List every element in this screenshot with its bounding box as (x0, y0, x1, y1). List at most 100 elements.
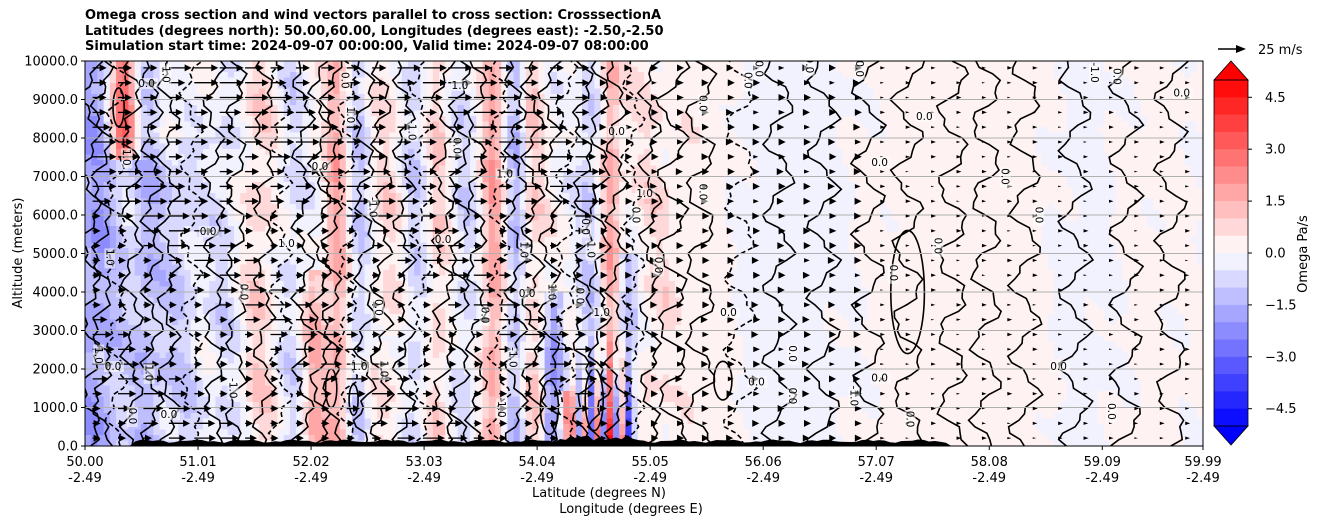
omega-cell (97, 209, 105, 216)
omega-cell (395, 99, 403, 106)
omega-cell (395, 154, 403, 161)
omega-cell (482, 374, 490, 381)
omega-cell (383, 292, 390, 299)
omega-cell (258, 154, 266, 161)
omega-cell (122, 264, 130, 271)
omega-cell (420, 248, 428, 255)
omega-cell (488, 281, 496, 288)
omega-cell (308, 121, 316, 128)
omega-cell (376, 413, 384, 420)
omega-cell (370, 154, 378, 161)
omega-cell (215, 429, 223, 436)
omega-cell (209, 88, 217, 95)
omega-cell (140, 121, 148, 128)
omega-cell (345, 154, 353, 161)
omega-cell (196, 105, 204, 112)
omega-cell (190, 413, 198, 420)
omega-cell (395, 297, 403, 304)
omega-cell (140, 61, 148, 68)
omega-cell (345, 193, 353, 200)
omega-cell (252, 215, 260, 222)
omega-cell (147, 220, 154, 227)
omega-cell (283, 149, 291, 156)
omega-cell (519, 165, 527, 172)
omega-cell (227, 297, 235, 304)
omega-cell (426, 160, 434, 167)
omega-cell (265, 314, 272, 321)
omega-cell (283, 413, 291, 420)
omega-cell (128, 121, 136, 128)
omega-cell (519, 83, 527, 90)
omega-cell (302, 314, 310, 321)
omega-cell (128, 237, 136, 244)
omega-cell (289, 127, 297, 134)
omega-cell (246, 143, 254, 150)
omega-cell (302, 110, 310, 117)
omega-cell (339, 281, 347, 288)
omega-cell (140, 226, 148, 233)
omega-cell (482, 336, 490, 343)
omega-cell (519, 143, 527, 150)
omega-cell (140, 297, 148, 304)
omega-cell (494, 325, 502, 332)
omega-cell (178, 72, 185, 79)
omega-cell (451, 336, 459, 343)
omega-cell (432, 358, 440, 365)
omega-cell (426, 259, 434, 266)
omega-cell (153, 352, 161, 359)
omega-cell (122, 182, 130, 189)
omega-cell (246, 253, 254, 260)
omega-cell (519, 220, 527, 227)
omega-cell (134, 215, 142, 222)
omega-cell (258, 396, 266, 403)
omega-cell (501, 187, 508, 194)
omega-cell (383, 418, 390, 425)
omega-cell (401, 407, 409, 414)
omega-cell (494, 204, 502, 211)
omega-cell (128, 396, 136, 403)
omega-cell (109, 77, 117, 84)
omega-cell (352, 385, 359, 392)
omega-cell (333, 220, 341, 227)
omega-cell (352, 319, 359, 326)
omega-cell (140, 154, 148, 161)
omega-cell (109, 61, 117, 68)
omega-cell (91, 72, 99, 79)
omega-cell (364, 336, 372, 343)
omega-cell (153, 281, 161, 288)
omega-cell (140, 308, 148, 315)
omega-cell (494, 77, 502, 84)
omega-cell (457, 209, 465, 216)
omega-cell (333, 341, 341, 348)
omega-cell (432, 297, 440, 304)
omega-cell (519, 391, 527, 398)
omega-cell (215, 138, 223, 145)
omega-cell (339, 418, 347, 425)
omega-cell (494, 176, 502, 183)
omega-cell (85, 171, 92, 178)
omega-cell (97, 160, 105, 167)
omega-cell (364, 396, 372, 403)
omega-cell (289, 358, 297, 365)
omega-cell (457, 380, 465, 387)
omega-cell (445, 347, 453, 354)
omega-cell (209, 253, 217, 260)
omega-cell (488, 270, 496, 277)
omega-cell (401, 143, 409, 150)
omega-cell (283, 77, 291, 84)
omega-cell (414, 215, 421, 222)
omega-cell (271, 325, 279, 332)
omega-cell (439, 429, 446, 436)
omega-cell (296, 182, 303, 189)
omega-cell (221, 132, 229, 139)
omega-cell (159, 270, 167, 277)
omega-cell (457, 314, 465, 321)
omega-cell (140, 314, 148, 321)
omega-cell (401, 209, 409, 216)
omega-cell (345, 88, 353, 95)
omega-cell (134, 435, 142, 442)
omega-cell (153, 347, 161, 354)
omega-cell (171, 220, 179, 227)
omega-cell (190, 94, 198, 101)
omega-cell (383, 259, 390, 266)
